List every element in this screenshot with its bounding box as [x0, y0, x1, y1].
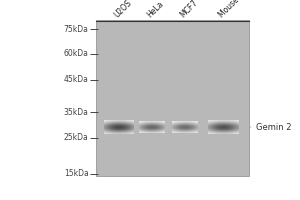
Text: 35kDa: 35kDa: [64, 108, 88, 116]
Text: 75kDa: 75kDa: [64, 24, 88, 33]
Bar: [96, 20, 249, 176]
Text: 60kDa: 60kDa: [64, 49, 88, 58]
Text: 25kDa: 25kDa: [64, 134, 88, 142]
Text: 15kDa: 15kDa: [64, 170, 88, 178]
Text: 45kDa: 45kDa: [64, 75, 88, 84]
Text: U2OS: U2OS: [112, 0, 133, 19]
Text: HeLa: HeLa: [145, 0, 165, 19]
Text: MCF7: MCF7: [178, 0, 200, 19]
Text: Gemin 2: Gemin 2: [250, 122, 292, 132]
Text: Mouse testis: Mouse testis: [217, 0, 258, 19]
